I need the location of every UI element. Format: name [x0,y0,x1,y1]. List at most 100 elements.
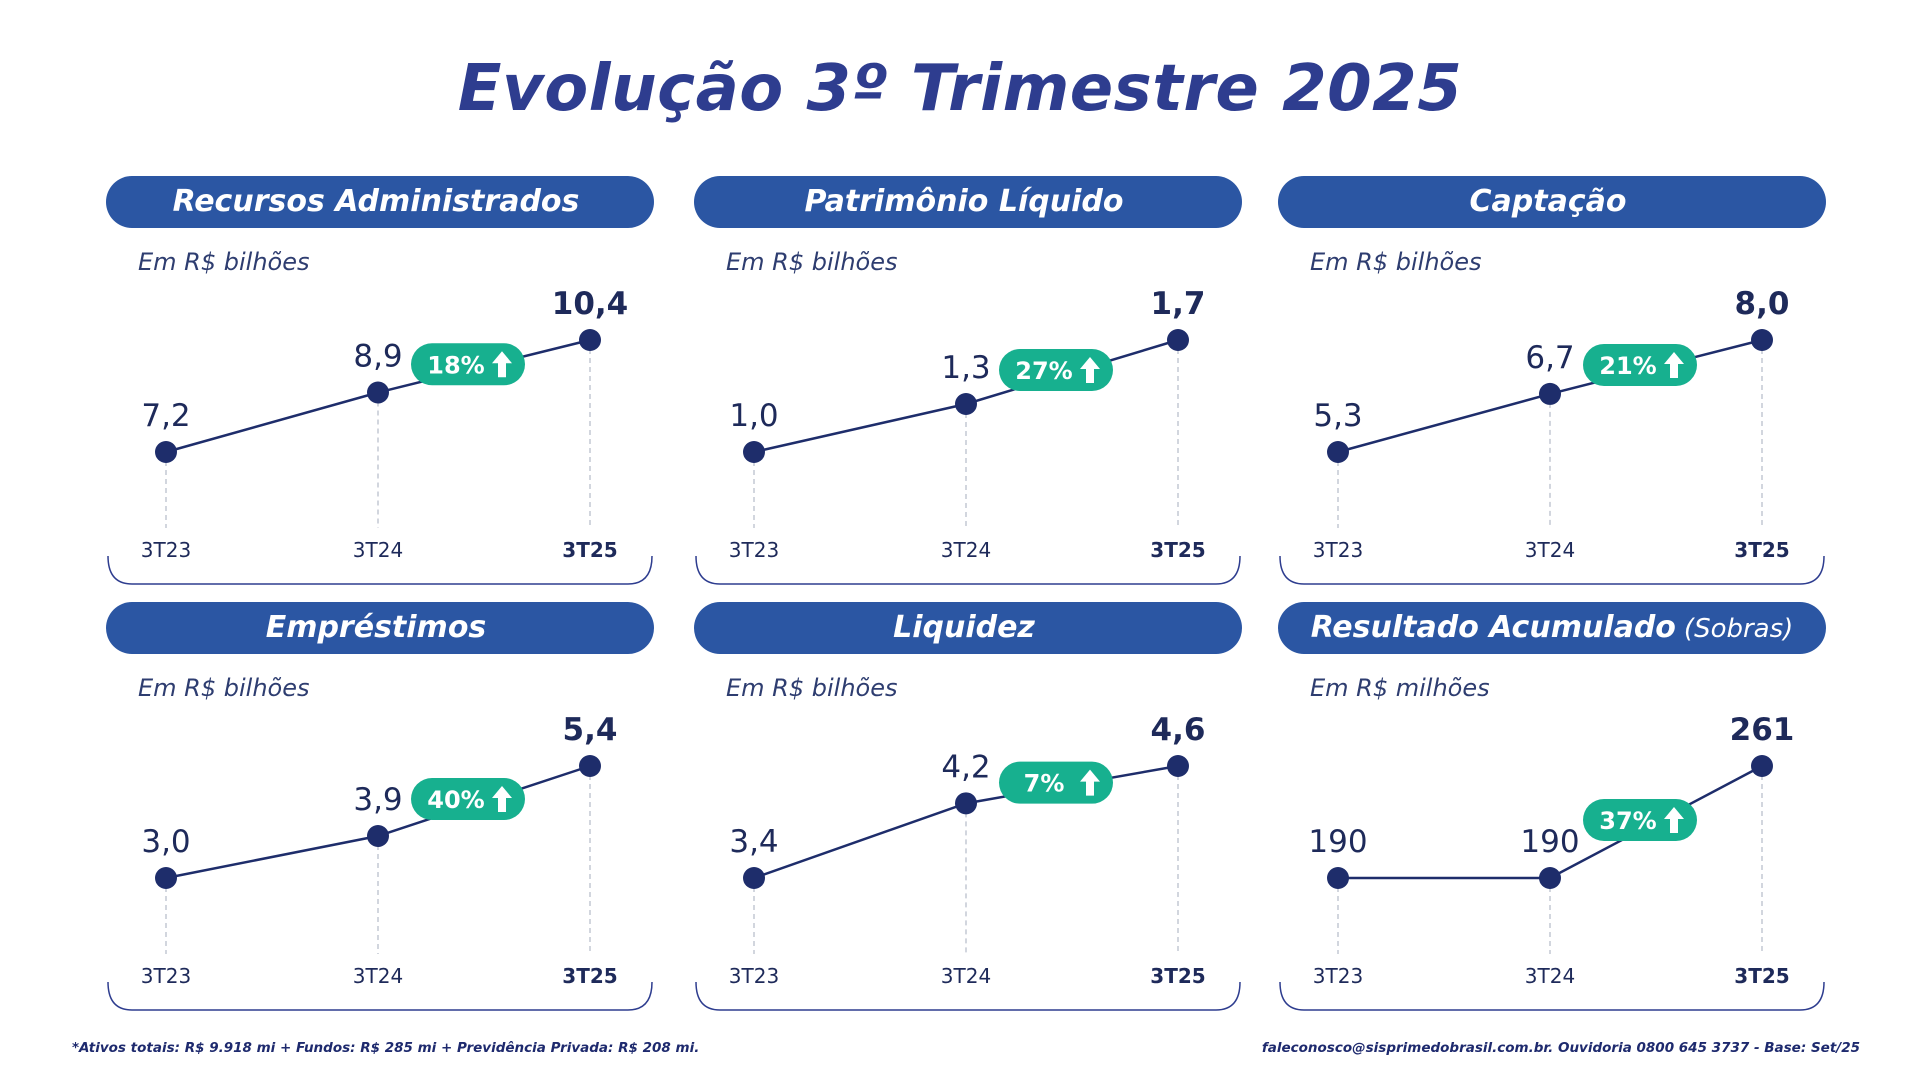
x-tick-label: 3T25 [1734,964,1789,988]
panel-header: Recursos Administrados [106,176,654,228]
data-label: 1,3 [941,350,990,386]
panel-unit: Em R$ bilhões [138,248,310,276]
line-chart: 5,3 6,7 8,0 3T23 3T24 3T25 21% [1279,286,1825,585]
data-point [155,867,177,889]
x-tick-label: 3T24 [1525,964,1575,988]
series-line [1338,764,1763,880]
chart-panel-captacao: Captação Em R$ bilhões 5,3 6,7 8,0 3T23 3T24… [1278,176,1828,596]
data-point [955,393,977,415]
page-title: Evolução 3º Trimestre 2025 [457,52,1463,126]
panel-title: Empréstimos [265,610,487,645]
data-label: 3,0 [141,824,190,860]
data-label: 4,6 [1151,712,1206,748]
growth-badge: 27% [999,349,1113,391]
data-point [367,381,389,404]
growth-label: 21% [1599,352,1656,380]
x-tick-label: 3T24 [353,538,403,562]
data-label: 4,2 [941,749,990,785]
x-tick-label: 3T25 [1150,538,1205,562]
growth-badge: 37% [1583,799,1697,841]
growth-badge: 40% [411,778,525,820]
data-point [579,329,601,351]
badge-bg [1583,799,1697,841]
x-tick-label: 3T23 [729,964,779,988]
chart-panel-recursos: Recursos Administrados Em R$ bilhões 7,2… [106,176,656,596]
growth-badge: 21% [1583,343,1697,386]
growth-label: 27% [1015,357,1072,385]
panel-header: Empréstimos [106,602,654,654]
arrow-up-icon [1664,807,1684,833]
data-point [1539,382,1561,405]
data-point [743,441,765,463]
x-tick-label: 3T23 [729,538,779,562]
panel-unit: Em R$ bilhões [726,248,898,276]
badge-bg [999,761,1113,804]
x-tick-label: 3T24 [941,964,991,988]
panel-title: Patrimônio Líquido [804,184,1124,219]
arrow-up-icon [492,786,512,812]
data-label: 8,0 [1735,286,1790,322]
badge-bg [1583,343,1697,386]
data-label: 190 [1520,824,1579,860]
baseline-bracket [1279,981,1825,1011]
data-label: 261 [1730,712,1795,748]
badge-bg [999,349,1113,391]
panel-header: Patrimônio Líquido [694,176,1242,228]
data-point [743,867,765,889]
growth-label: 18% [427,351,484,379]
panel-title: Captação [1469,184,1627,219]
baseline-bracket [1279,555,1825,585]
line-chart: 190 190 261 3T23 3T24 3T25 37% [1279,712,1825,1011]
badge-bg [411,778,525,820]
chart-panel-liquidez: Liquidez Em R$ bilhões 3,4 4,2 4,6 3T23 3T24… [694,602,1244,1022]
arrow-up-icon [1080,357,1100,383]
growth-badge: 7% [999,761,1113,804]
x-tick-label: 3T25 [562,964,617,988]
x-tick-label: 3T23 [1313,964,1363,988]
panel-title: Resultado Acumulado [1310,610,1676,645]
arrow-up-icon [1080,769,1100,796]
data-point [1539,867,1561,889]
footer-contact: faleconosco@sisprimedobrasil.com.br. Ouv… [1261,1040,1860,1056]
panel-unit: Em R$ milhões [1310,674,1490,702]
data-point [1327,441,1349,463]
data-label: 5,4 [563,712,618,748]
data-label: 190 [1308,824,1367,860]
line-chart: 3,0 3,9 5,4 3T23 3T24 3T25 40% [107,712,653,1011]
x-tick-label: 3T25 [562,538,617,562]
data-point [579,755,601,777]
arrow-up-icon [1664,351,1684,378]
data-point [1751,329,1773,351]
data-label: 8,9 [353,339,402,375]
panel-header: Resultado Acumulado (Sobras) [1278,602,1826,654]
x-tick-label: 3T23 [1313,538,1363,562]
panel-header: Liquidez [694,602,1242,654]
panel-title: Liquidez [893,610,1035,645]
arrow-up-icon [492,351,512,378]
data-point [1167,755,1189,777]
growth-label: 7% [1024,770,1065,798]
panel-unit: Em R$ bilhões [726,674,898,702]
chart-panel-resultado: Resultado Acumulado (Sobras) Em R$ milhõe… [1278,602,1828,1022]
growth-label: 37% [1599,807,1656,835]
chart-panel-patrimonio: Patrimônio Líquido Em R$ bilhões 1,0 1,3 1… [694,176,1244,596]
growth-badge: 18% [411,343,525,386]
x-tick-label: 3T25 [1734,538,1789,562]
data-point [1751,755,1773,777]
data-label: 7,2 [141,398,190,434]
data-point [367,825,389,847]
data-label: 3,9 [353,782,402,818]
panel-unit: Em R$ bilhões [138,674,310,702]
baseline-bracket [107,555,653,585]
x-tick-label: 3T23 [141,964,191,988]
x-tick-label: 3T24 [941,538,991,562]
x-tick-label: 3T25 [1150,964,1205,988]
data-label: 6,7 [1525,340,1574,376]
badge-bg [411,343,525,386]
data-label: 10,4 [552,286,629,322]
panel-unit: Em R$ bilhões [1310,248,1482,276]
baseline-bracket [107,981,653,1011]
data-label: 5,3 [1313,398,1362,434]
growth-label: 40% [427,786,484,814]
